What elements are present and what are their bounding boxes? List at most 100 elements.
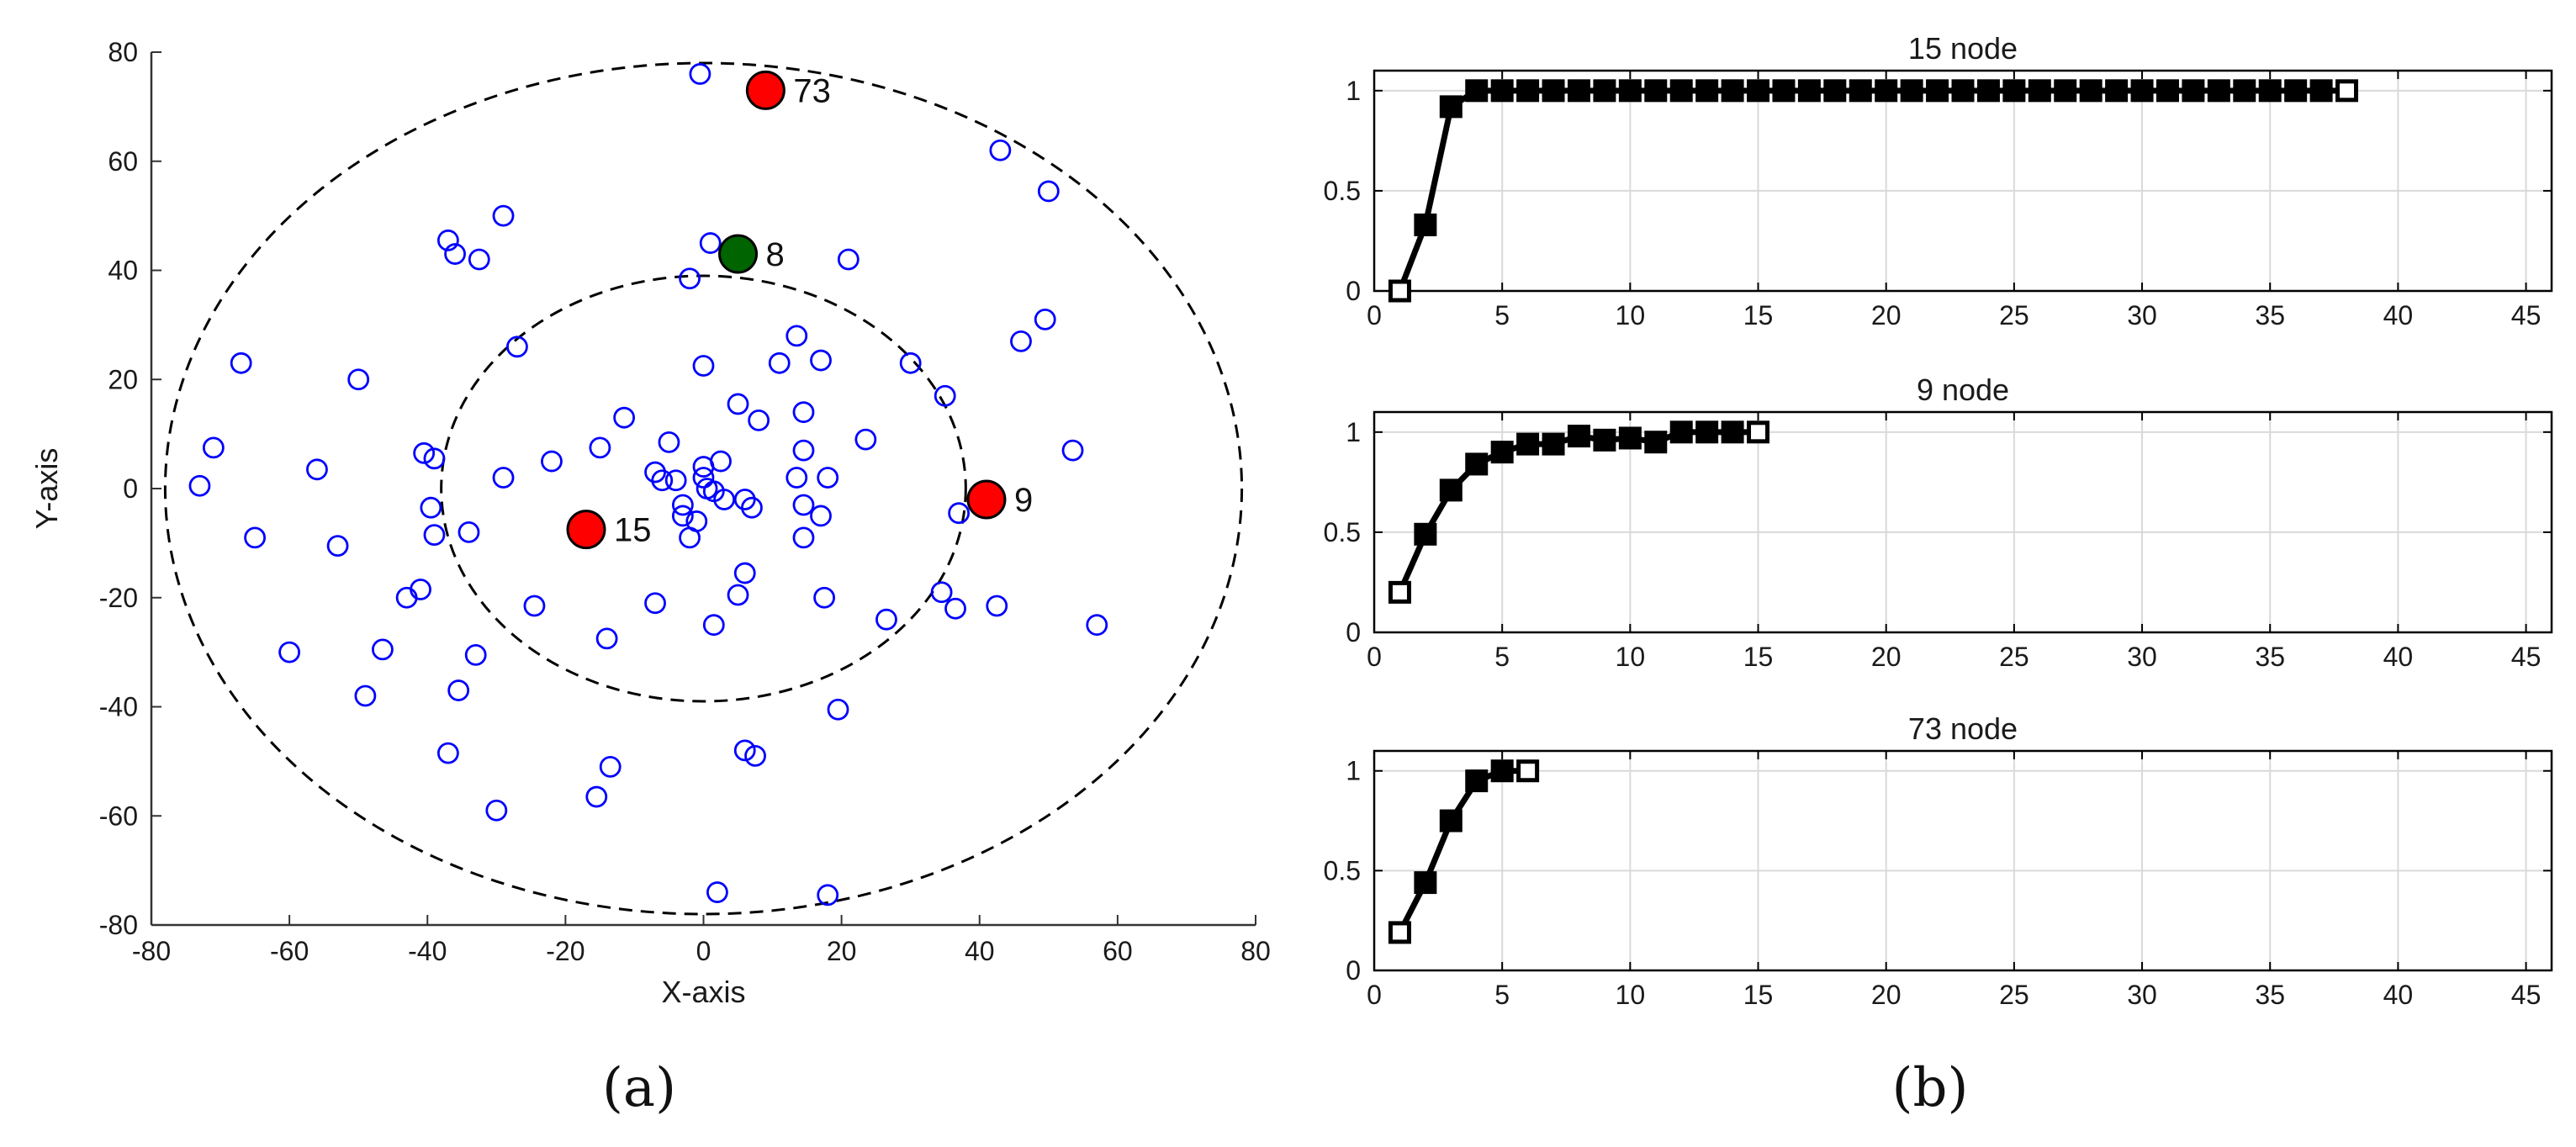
data-point-marker — [1414, 871, 1437, 895]
scatter-point — [817, 467, 839, 489]
scatter-point — [713, 489, 736, 510]
data-point-marker — [2105, 79, 2129, 103]
series-line — [1397, 429, 1759, 594]
scatter-point — [706, 881, 728, 903]
scatter-point — [589, 436, 611, 459]
data-point-marker — [2054, 79, 2077, 103]
dashed-circle-inner — [440, 274, 967, 703]
data-point-marker — [2207, 79, 2230, 103]
scatter-point — [644, 592, 666, 615]
scatter-point — [813, 586, 836, 609]
highlighted-node — [718, 234, 759, 274]
scatter-point — [733, 739, 756, 762]
plot-frame — [1373, 749, 2553, 972]
x-tick-label: 45 — [2511, 980, 2542, 1010]
scatter-point — [810, 505, 832, 527]
scatter-point — [599, 755, 622, 778]
x-tick-label: 25 — [1999, 300, 2029, 330]
scatter-point — [1061, 439, 1084, 462]
data-point-marker — [1439, 809, 1463, 832]
data-point-marker — [1465, 79, 1489, 103]
scatter-point — [541, 450, 563, 473]
x-tick-label: 0 — [696, 936, 711, 966]
scatter-point — [347, 368, 370, 391]
y-tick-label: 0.5 — [1324, 176, 1361, 206]
scatter-panel: 73 8 15 9 -80 -60 -40 -20 0 20 40 60 80 -80 -60 -40 -20 0… — [29, 37, 1271, 1009]
data-point-marker — [1976, 79, 2000, 103]
scatter-point — [1034, 308, 1056, 330]
data-point-marker — [2233, 79, 2256, 103]
scatter-point — [741, 496, 763, 519]
scatter-point — [436, 229, 459, 251]
highlighted-node — [966, 479, 1007, 520]
data-point-marker — [1926, 79, 1949, 103]
x-tick-label: 10 — [1616, 642, 1646, 672]
scatter-point — [468, 248, 490, 271]
data-point-marker — [1465, 769, 1489, 793]
data-point-marker — [1797, 79, 1821, 103]
data-point-marker — [2079, 79, 2103, 103]
data-point-marker — [1567, 79, 1590, 103]
line-panel-9-node: 0 5 10 15 20 25 30 35 40 45 0 0.5 1 9 node — [1324, 373, 2553, 672]
scatter-point — [1010, 330, 1032, 352]
y-tick-label: 0 — [1346, 955, 1361, 986]
data-point-marker — [1567, 425, 1590, 448]
scatter-point — [595, 627, 618, 650]
scatter-point — [278, 641, 301, 663]
x-tick-label: 10 — [1616, 300, 1646, 330]
scatter-point — [699, 232, 722, 254]
highlighted-node — [745, 70, 785, 110]
x-tick-label: 30 — [2127, 300, 2157, 330]
line-panel-15-node: 0 5 10 15 20 25 30 35 40 45 0 0.5 1 15 node — [1324, 31, 2553, 330]
data-point-marker — [1465, 452, 1489, 476]
scatter-point — [689, 63, 711, 85]
panel-label-b: (b) — [1892, 1057, 1969, 1119]
scatter-point — [444, 243, 466, 265]
scatter-point — [585, 785, 608, 808]
x-tick-label: 5 — [1494, 980, 1510, 1010]
scatter-point — [506, 336, 528, 358]
data-point-marker — [1542, 432, 1565, 456]
scatter-point — [423, 524, 446, 547]
scatter-point — [1037, 180, 1060, 203]
scatter-point — [306, 458, 328, 481]
scatter-point — [423, 447, 446, 470]
scatter-point — [420, 496, 442, 519]
x-tick-label: 35 — [2255, 300, 2285, 330]
x-tick-label: 15 — [1743, 642, 1774, 672]
panel-title: 9 node — [1917, 373, 2009, 407]
x-tick-label: 20 — [1871, 300, 1902, 330]
data-point-marker — [1516, 432, 1540, 456]
data-point-marker — [1695, 79, 1719, 103]
y-tick-label: 0 — [123, 473, 138, 504]
y-tick-label: 0 — [1346, 276, 1361, 306]
scatter-point — [464, 643, 487, 666]
scatter-point — [827, 698, 849, 721]
scatter-point — [692, 467, 715, 489]
scatter-point — [651, 469, 674, 492]
scatter-point — [792, 401, 815, 424]
dashed-circle-outer — [163, 61, 1244, 916]
scatter-point — [664, 469, 687, 492]
data-point-marker — [2002, 79, 2026, 103]
series-line — [1397, 768, 1528, 934]
scatter-point — [854, 428, 877, 451]
data-point-marker — [2130, 79, 2154, 103]
scatter-point — [785, 467, 808, 489]
scatter-point — [727, 393, 749, 415]
x-tick-label: 80 — [1240, 936, 1271, 966]
scatter-point — [492, 204, 515, 227]
data-point-marker — [2155, 79, 2179, 103]
x-tick-label: 40 — [2383, 642, 2414, 672]
data-point-marker — [1644, 431, 1668, 454]
x-tick-label: 25 — [1999, 980, 2029, 1010]
y-tick-label: -60 — [99, 801, 138, 831]
data-point-marker — [1618, 426, 1642, 450]
data-point-marker — [1900, 79, 1923, 103]
highlighted-node — [566, 510, 606, 550]
scatter-point — [792, 526, 815, 549]
scatter-point — [188, 474, 211, 497]
data-point-marker — [2258, 79, 2282, 103]
scatter-point — [899, 352, 922, 374]
